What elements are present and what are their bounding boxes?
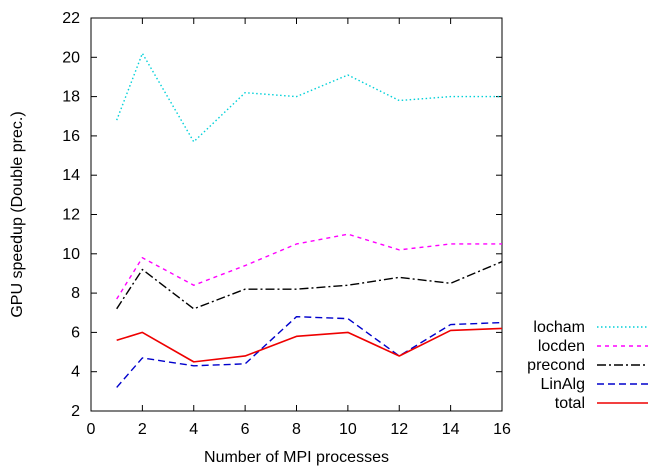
y-tick-label: 8 bbox=[71, 285, 80, 302]
x-tick-label: 4 bbox=[189, 421, 198, 438]
series-line-total bbox=[116, 327, 503, 363]
legend-label-linalg: LinAlg bbox=[541, 376, 585, 393]
y-tick-label: 18 bbox=[62, 89, 80, 106]
y-tick-label: 22 bbox=[62, 10, 80, 27]
series-line-precond bbox=[116, 261, 503, 310]
x-tick-label: 6 bbox=[241, 421, 250, 438]
x-tick-label: 8 bbox=[292, 421, 301, 438]
legend: locham locden precond LinAlg total bbox=[527, 319, 648, 412]
x-tick-label: 10 bbox=[339, 421, 357, 438]
y-axis: 2 4 6 8 10 12 14 16 18 20 22 bbox=[62, 10, 502, 420]
x-tick-label: 0 bbox=[87, 421, 96, 438]
legend-label-precond: precond bbox=[527, 357, 585, 374]
y-tick-label: 6 bbox=[71, 324, 80, 341]
x-tick-label: 12 bbox=[390, 421, 408, 438]
y-tick-label: 14 bbox=[62, 167, 80, 184]
x-tick-label: 2 bbox=[138, 421, 147, 438]
legend-label-locham: locham bbox=[533, 319, 585, 336]
y-tick-label: 20 bbox=[62, 49, 80, 66]
x-axis: 0 2 4 6 8 10 12 14 16 bbox=[87, 18, 511, 438]
series-line-locden bbox=[116, 233, 502, 300]
y-tick-label: 4 bbox=[71, 364, 80, 381]
y-tick-label: 2 bbox=[71, 403, 80, 420]
y-axis-label: GPU speedup (Double prec.) bbox=[9, 111, 26, 317]
y-tick-label: 10 bbox=[62, 246, 80, 263]
plot-frame bbox=[90, 17, 503, 412]
legend-label-total: total bbox=[555, 395, 585, 412]
y-tick-label: 16 bbox=[62, 128, 80, 145]
legend-label-locden: locden bbox=[538, 338, 585, 355]
x-tick-label: 16 bbox=[493, 421, 511, 438]
x-tick-label: 14 bbox=[442, 421, 460, 438]
plot-area bbox=[90, 17, 503, 412]
x-axis-label: Number of MPI processes bbox=[204, 449, 389, 466]
series-line-locham bbox=[116, 52, 502, 143]
series-line-linalg bbox=[116, 315, 503, 388]
y-tick-label: 12 bbox=[62, 207, 80, 224]
series-layer bbox=[116, 52, 503, 388]
